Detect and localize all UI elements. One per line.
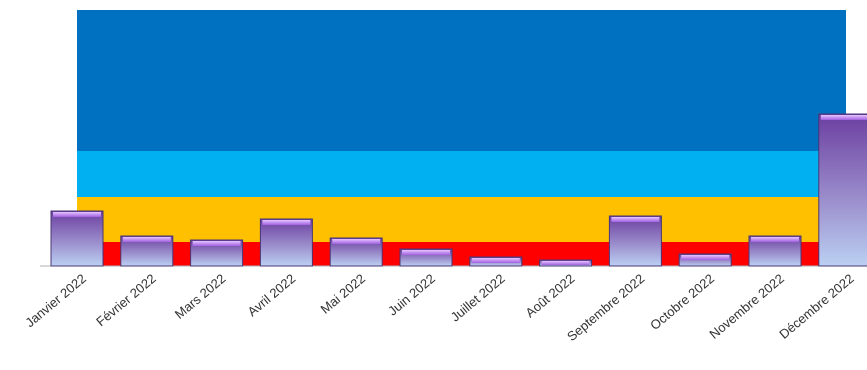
x-tick-label: Janvier 2022 xyxy=(22,271,89,330)
x-tick-label: Février 2022 xyxy=(93,271,159,329)
bars xyxy=(50,113,867,267)
bar-cap xyxy=(541,261,590,265)
bar-11 xyxy=(748,235,802,267)
x-tick-label: Décembre 2022 xyxy=(776,271,857,342)
bar-body xyxy=(259,218,313,267)
bar-cap xyxy=(820,115,867,120)
bar-12 xyxy=(818,113,867,267)
bar-4 xyxy=(259,218,313,267)
bar-cap xyxy=(332,239,381,244)
bar-body xyxy=(608,215,662,267)
x-tick-label: Novembre 2022 xyxy=(706,271,787,342)
bar-cap xyxy=(192,241,241,246)
band-3 xyxy=(77,10,846,151)
bar-cap xyxy=(471,258,520,263)
x-tick-label: Août 2022 xyxy=(522,271,577,321)
band-2 xyxy=(77,151,846,197)
x-tick-labels: Janvier 2022 Février 2022 Mars 2022 Avril 2… xyxy=(22,271,856,344)
bar-9 xyxy=(608,215,662,267)
background-bands xyxy=(77,10,846,266)
bar-cap xyxy=(751,237,799,242)
bar-8 xyxy=(539,259,593,267)
bar-cap xyxy=(262,220,311,225)
x-tick-label: Avril 2022 xyxy=(245,271,299,320)
x-tick-label: Mars 2022 xyxy=(172,271,229,322)
bar-3 xyxy=(190,239,244,267)
bar-cap xyxy=(611,217,660,222)
bar-2 xyxy=(120,235,174,267)
bar-cap xyxy=(53,212,101,217)
x-tick-label: Juin 2022 xyxy=(385,271,438,319)
bar-body xyxy=(50,210,104,267)
bar-cap xyxy=(681,255,730,260)
band-1 xyxy=(77,197,846,242)
bar-cap xyxy=(402,250,450,255)
x-tick-label: Octobre 2022 xyxy=(647,271,717,333)
bar-body xyxy=(818,113,867,267)
bar-10 xyxy=(678,253,732,267)
bar-5 xyxy=(329,237,383,267)
x-tick-label: Juillet 2022 xyxy=(448,271,508,325)
bar-7 xyxy=(469,256,523,267)
bar-6 xyxy=(399,248,453,267)
bar-cap xyxy=(122,237,171,242)
bar-1 xyxy=(50,210,104,267)
x-tick-label: Mai 2022 xyxy=(318,271,369,317)
